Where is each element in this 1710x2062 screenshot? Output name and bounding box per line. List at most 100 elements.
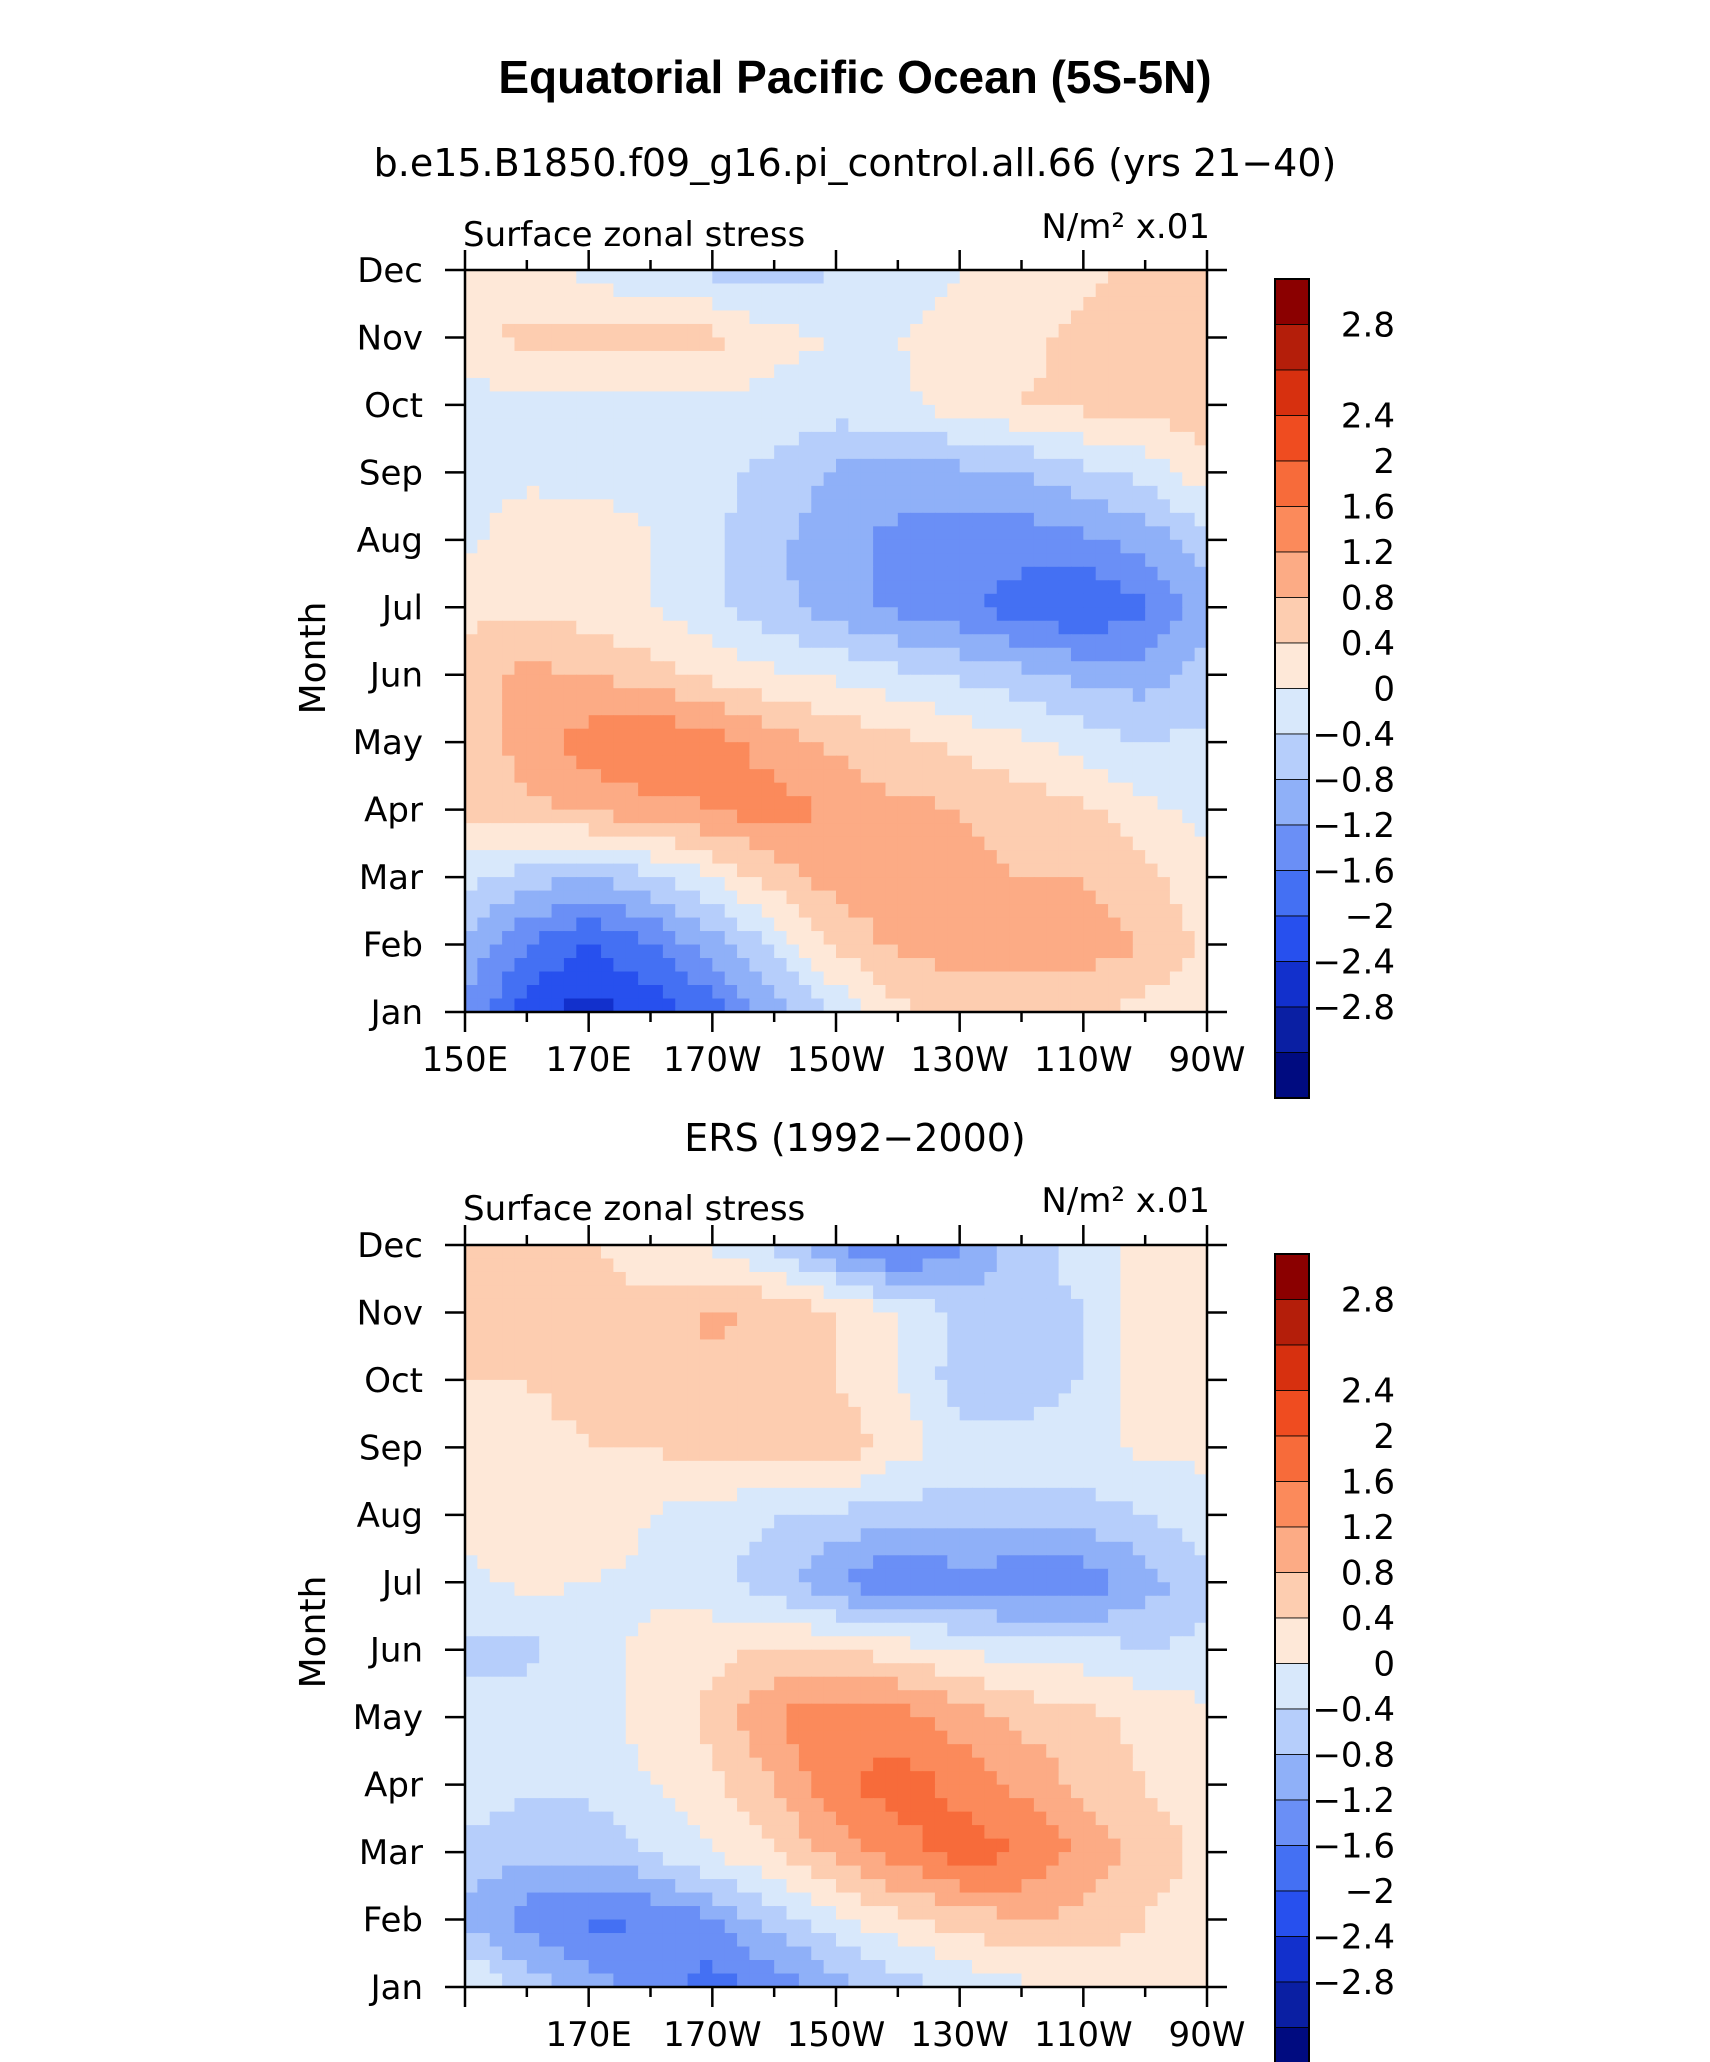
contour-cell [836, 1352, 849, 1368]
contour-cell [959, 850, 973, 865]
contour-cell [1182, 283, 1196, 298]
contour-cell [786, 512, 800, 527]
colorbar-swatch [1274, 278, 1310, 325]
contour-cell [1033, 1366, 1047, 1381]
contour-cell [922, 647, 936, 662]
contour-cell [465, 296, 478, 312]
contour-cell [1095, 755, 1109, 770]
contour-cell [675, 1285, 689, 1300]
contour-cell [873, 917, 887, 932]
contour-cell [774, 566, 788, 581]
contour-cell [1058, 728, 1072, 743]
contour-cell [613, 1420, 627, 1435]
contour-cell [860, 769, 874, 784]
contour-cell [1070, 620, 1084, 635]
contour-cell [1120, 769, 1134, 784]
contour-cell [1083, 1528, 1097, 1543]
contour-cell [1169, 836, 1183, 851]
contour-cell [786, 377, 800, 393]
contour-cell [638, 661, 652, 676]
contour-cell [897, 1271, 911, 1287]
contour-cell [1157, 553, 1171, 568]
contour-cell [761, 1379, 775, 1394]
contour-cell [724, 958, 738, 973]
contour-cell [934, 377, 948, 393]
contour-cell [761, 1555, 775, 1570]
contour-cell [1132, 931, 1146, 946]
contour-cell [996, 1379, 1010, 1394]
contour-cell [1095, 391, 1109, 406]
contour-cell [774, 850, 788, 865]
contour-cell [1058, 985, 1072, 1000]
contour-cell [539, 1460, 553, 1475]
contour-cell [601, 431, 614, 446]
contour-cell [712, 1474, 726, 1489]
contour-cell [1058, 499, 1072, 514]
contour-cell [774, 796, 788, 811]
contour-cell [749, 337, 763, 352]
contour-cell [1120, 1582, 1134, 1597]
contour-cell [1095, 296, 1109, 312]
contour-cell [836, 323, 849, 339]
contour-cell [1120, 526, 1134, 541]
contour-cell [539, 350, 553, 366]
contour-cell [502, 553, 516, 568]
contour-cell [662, 985, 676, 1000]
contour-cell [873, 1285, 887, 1300]
contour-cell [724, 539, 738, 554]
contour-cell [576, 431, 590, 446]
contour-cell [934, 1285, 948, 1300]
contour-cell [737, 283, 751, 298]
contour-cell [972, 863, 985, 878]
contour-cell [959, 1487, 973, 1502]
contour-cell [465, 742, 478, 757]
contour-cell [823, 661, 837, 676]
contour-cell [1169, 1285, 1183, 1300]
contour-cell [613, 1393, 627, 1408]
contour-cell [1095, 917, 1109, 932]
contour-cell [1169, 958, 1183, 973]
contour-cell [798, 418, 812, 433]
contour-cell [1120, 1245, 1134, 1260]
contour-cell [514, 661, 528, 676]
contour-cell [811, 1312, 825, 1327]
contour-cell [588, 769, 602, 784]
contour-cell [1157, 1339, 1171, 1354]
contour-cell [798, 270, 812, 285]
contour-cell [724, 296, 738, 312]
contour-cell [526, 1528, 540, 1543]
contour-cell [823, 1312, 837, 1327]
contour-cell [873, 580, 887, 595]
contour-cell [873, 1339, 887, 1354]
contour-cell [786, 553, 800, 568]
contour-cell [724, 823, 738, 838]
contour-cell [675, 418, 689, 433]
contour-cell [737, 485, 751, 500]
contour-cell [749, 904, 763, 919]
contour-cell [675, 769, 689, 784]
contour-cell [551, 526, 565, 541]
contour-cell [539, 1258, 553, 1273]
contour-cell [1132, 985, 1146, 1000]
contour-cell [1083, 1339, 1097, 1354]
contour-cell [959, 270, 973, 285]
contour-cell [1058, 688, 1072, 703]
contour-cell [1145, 526, 1159, 541]
contour-cell [848, 1379, 862, 1394]
contour-cell [1132, 1568, 1146, 1583]
contour-cell [477, 634, 491, 649]
contour-cell [910, 283, 924, 298]
contour-cell [588, 1595, 602, 1610]
contour-cell [1033, 1312, 1047, 1327]
contour-cell [489, 755, 503, 770]
contour-cell [786, 998, 800, 1013]
contour-cell [1108, 1271, 1122, 1287]
contour-cell [675, 998, 689, 1013]
contour-cell [477, 1393, 491, 1408]
contour-cell [984, 323, 998, 339]
contour-cell [601, 553, 614, 568]
contour-cell [687, 931, 701, 946]
contour-cell [873, 526, 887, 541]
contour-cell [662, 1271, 676, 1287]
contour-cell [897, 350, 911, 366]
